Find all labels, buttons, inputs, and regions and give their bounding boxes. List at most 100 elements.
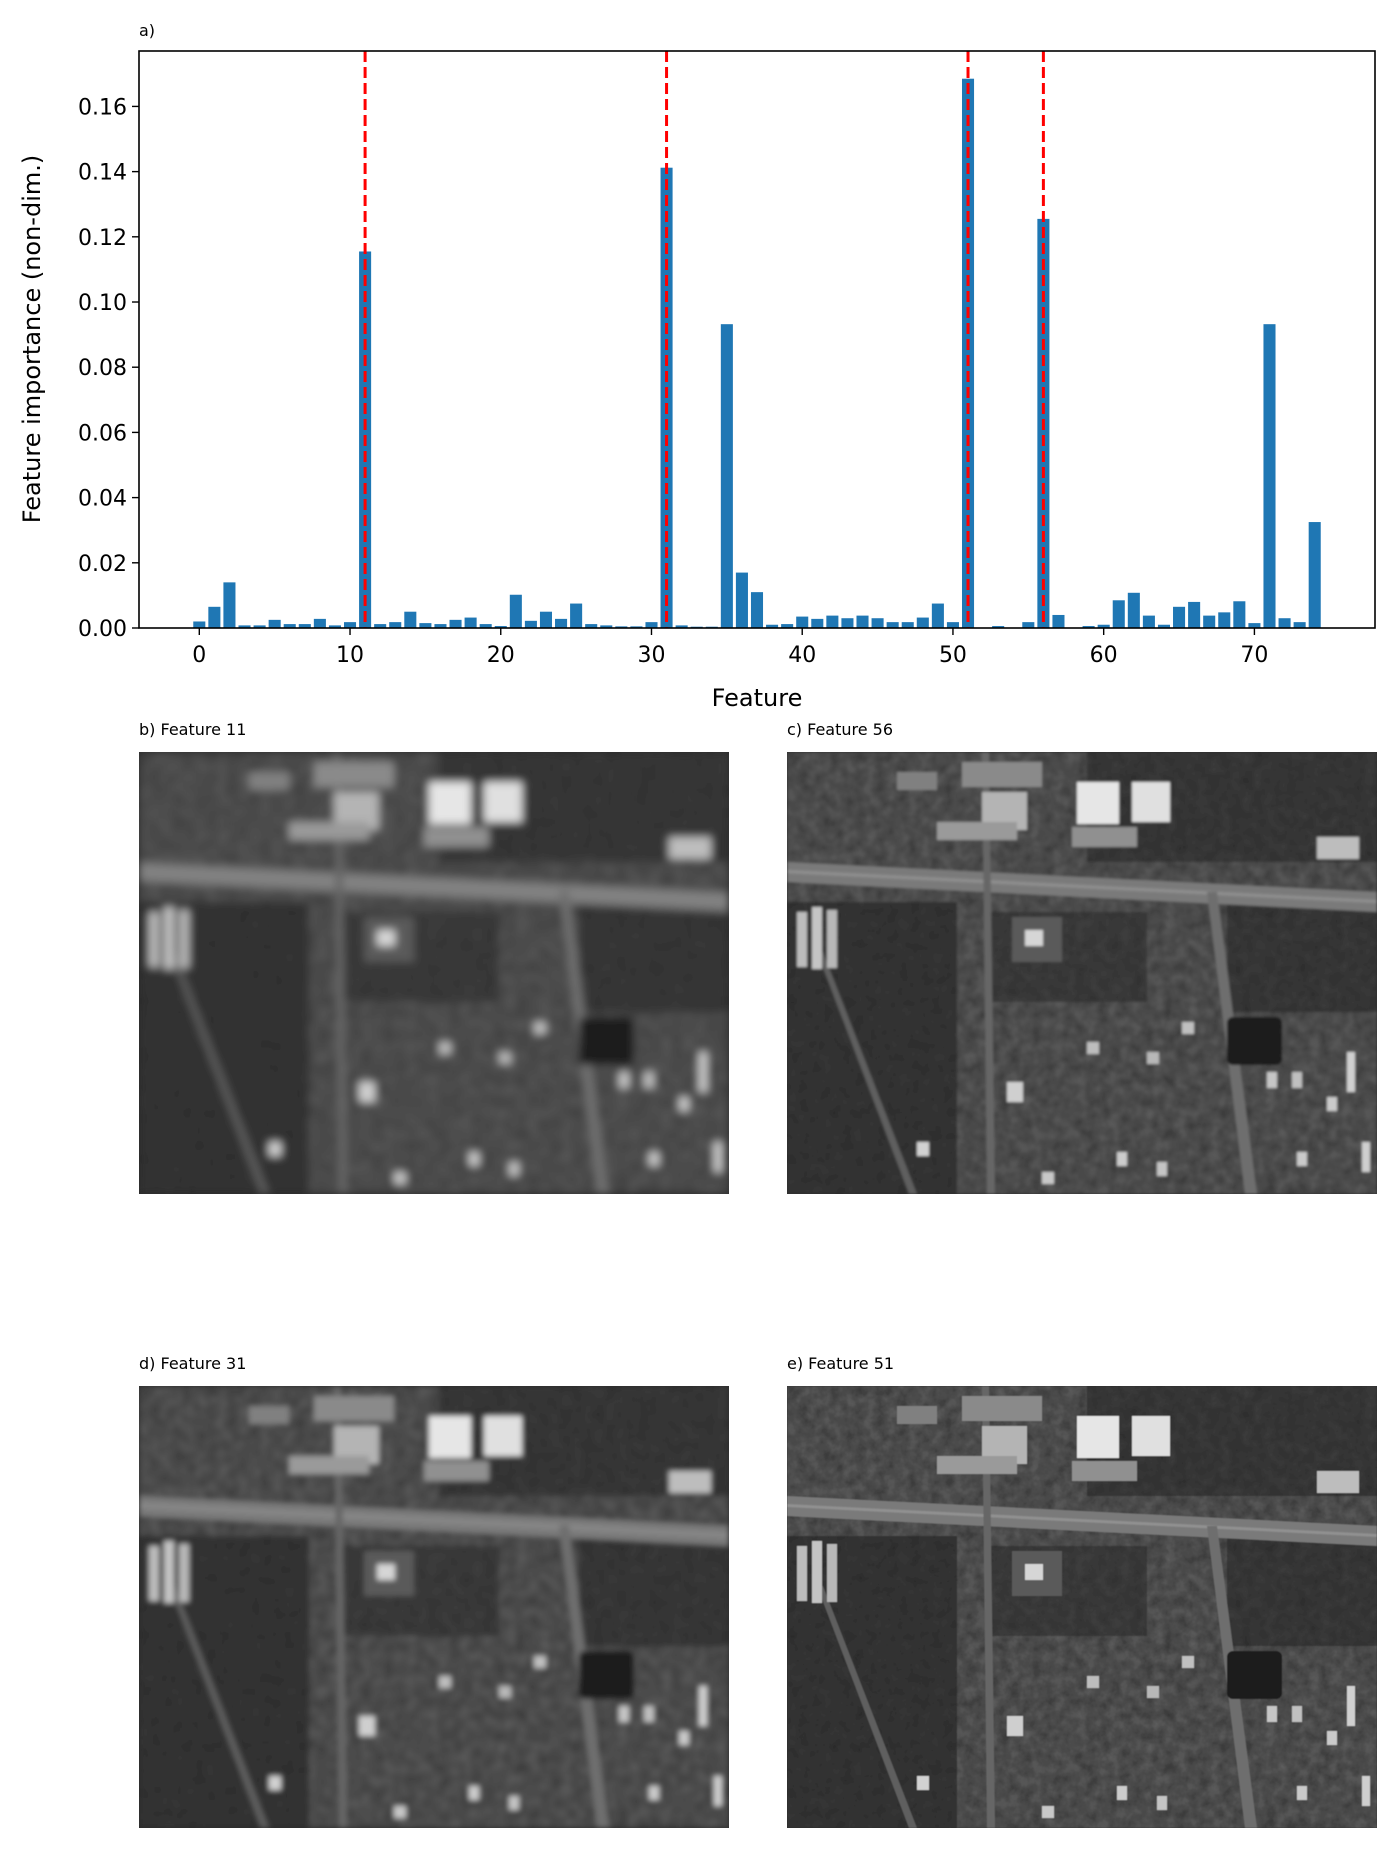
y-tick-label: 0.16 [78,95,127,120]
bar-feature-74 [1308,522,1321,628]
bar-feature-68 [1218,612,1231,628]
bar-feature-15 [419,623,432,628]
panel-label-a: a) [139,21,155,40]
y-ticks-group: 0.00 0.02 0.04 0.06 0.08 0.10 0.12 0.14 0.16 [78,95,139,642]
bar-feature-45 [871,618,884,628]
bar-feature-36 [735,572,748,628]
x-tick-label: 70 [1240,643,1268,668]
bar-feature-22 [524,620,537,628]
bar-feature-17 [449,619,462,628]
highlight-lines-group [363,51,1045,628]
bar-feature-18 [464,617,477,628]
bar-feature-8 [313,618,326,628]
bar-feature-47 [901,622,914,628]
bar-feature-39 [781,624,794,628]
bar-feature-55 [1022,622,1035,628]
bar-feature-6 [283,624,296,628]
y-tick-label: 0.04 [78,487,127,512]
bars-group [193,78,1321,629]
bar-feature-13 [389,622,402,628]
bar-feature-4 [253,625,266,628]
bar-feature-43 [841,618,854,628]
image-panel-feature-51 [787,1386,1377,1828]
bar-feature-26 [585,624,598,628]
bar-feature-7 [298,624,311,628]
x-tick-label: 10 [336,643,364,668]
image-panel-feature-56 [787,752,1377,1194]
panel-label-d: d) Feature 31 [139,1354,247,1373]
image-panel-feature-11 [139,752,729,1194]
y-tick-label: 0.02 [78,552,127,577]
bar-feature-57 [1052,614,1065,628]
bar-feature-59 [1082,626,1095,628]
x-tick-label: 30 [637,643,665,668]
bar-feature-23 [539,611,553,628]
bar-feature-48 [916,617,929,628]
bar-feature-51 [961,78,975,628]
bar-feature-27 [600,625,613,628]
bar-feature-50 [946,622,959,628]
bar-feature-20 [494,626,507,628]
bar-feature-25 [570,603,583,628]
bar-feature-19 [479,624,492,628]
bar-feature-38 [766,624,779,628]
bar-feature-14 [404,611,417,628]
bar-feature-0 [193,621,206,628]
x-tick-label: 40 [788,643,816,668]
bar-feature-66 [1188,601,1201,628]
image-panel-feature-31 [139,1386,729,1828]
y-tick-label: 0.00 [78,617,127,642]
y-tick-label: 0.06 [78,421,127,446]
bar-feature-28 [615,626,628,628]
bar-feature-41 [811,618,824,628]
bar-feature-44 [856,615,869,628]
bar-feature-35 [720,324,733,628]
bar-feature-21 [509,594,522,628]
x-tick-label: 50 [939,643,967,668]
bar-feature-67 [1203,615,1216,628]
bar-feature-40 [796,616,809,628]
bar-feature-61 [1112,600,1125,628]
x-ticks-group: 0 10 20 30 40 50 60 70 [192,628,1268,668]
bar-feature-29 [630,626,643,628]
bar-feature-53 [992,626,1005,628]
panel-label-e: e) Feature 51 [787,1354,895,1373]
bar-feature-42 [826,615,839,628]
x-tick-label: 0 [192,643,206,668]
bar-feature-46 [886,622,899,628]
y-tick-label: 0.08 [78,356,127,381]
bar-feature-62 [1127,592,1140,628]
bar-feature-37 [750,592,764,628]
feature-importance-chart: a) 0 10 20 30 40 50 60 70 0.00 0.02 0.04 0.06 0.08 0… [18,21,1376,712]
bar-feature-30 [645,622,658,628]
x-axis-label: Feature [712,684,803,712]
bar-feature-2 [223,582,236,628]
bar-feature-64 [1157,624,1171,628]
x-tick-label: 20 [487,643,515,668]
bar-feature-3 [238,625,251,628]
plot-frame [138,50,1376,629]
bar-feature-32 [675,625,688,628]
bar-feature-65 [1173,606,1186,628]
x-tick-label: 60 [1090,643,1118,668]
y-axis-label: Feature importance (non-dim.) [18,155,46,523]
bar-feature-70 [1248,623,1261,628]
bar-feature-16 [434,624,447,628]
bar-feature-10 [343,622,357,628]
bar-feature-1 [208,606,221,628]
y-tick-label: 0.12 [78,226,127,251]
bar-feature-72 [1278,618,1291,628]
panel-label-b: b) Feature 11 [139,720,247,739]
y-tick-label: 0.14 [78,161,127,186]
bar-feature-73 [1293,622,1306,628]
bar-feature-24 [555,618,568,628]
bar-feature-49 [931,603,944,628]
bar-feature-71 [1263,324,1276,628]
bar-feature-9 [328,625,341,628]
bar-feature-63 [1142,615,1155,628]
bar-feature-69 [1233,601,1246,628]
panel-label-c: c) Feature 56 [787,720,894,739]
bar-feature-60 [1097,624,1110,628]
bar-feature-12 [374,624,387,628]
bar-feature-5 [268,619,281,628]
